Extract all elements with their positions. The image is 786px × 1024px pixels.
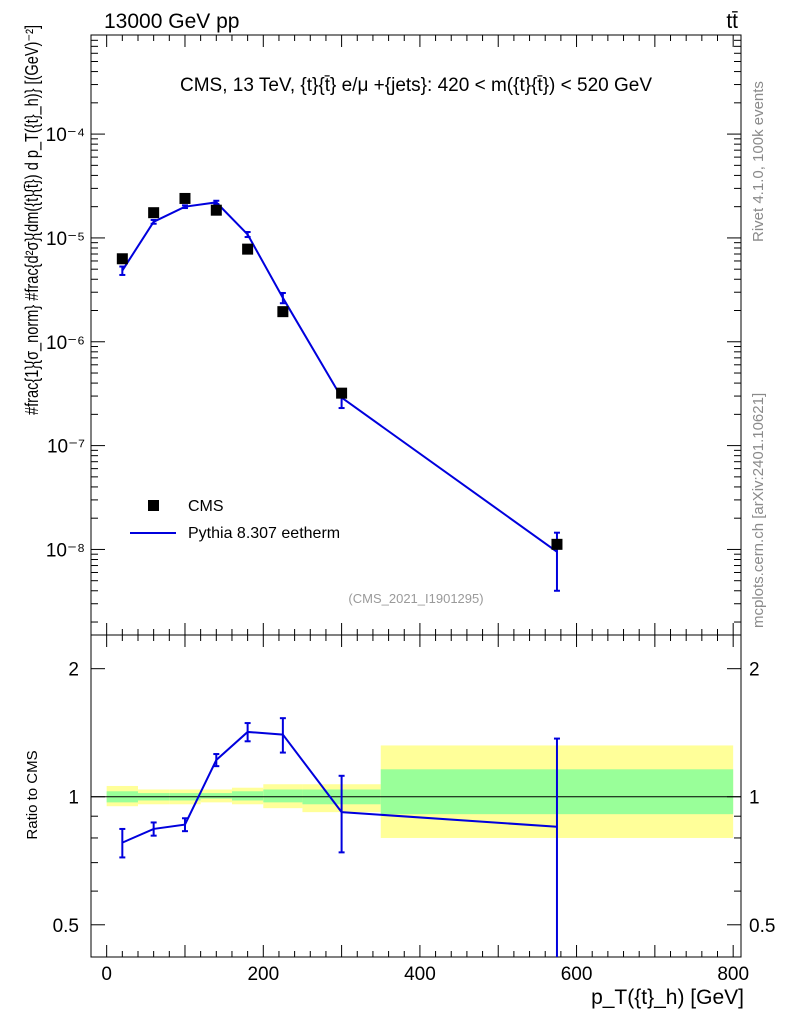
axis-ticks (91, 35, 741, 957)
cms-data-point (116, 253, 128, 265)
mcplots-label: mcplots.cern.ch [arXiv:2401.10621] (750, 393, 767, 628)
mc-line (121, 201, 558, 553)
y-tick-label: 10⁻⁵ (46, 229, 85, 250)
x-tick-label: 0 (101, 964, 112, 985)
ratio-series (119, 717, 560, 957)
ratio-y-tick-label-right: 0.5 (749, 916, 775, 937)
ratio-band-inner (263, 789, 303, 803)
ratio-y-axis-label: Ratio to CMS (24, 750, 41, 839)
x-tick-label: 200 (247, 964, 279, 985)
cms-data-point (336, 387, 348, 399)
cms-data-point (551, 538, 563, 550)
beam-label: 13000 GeV pp (104, 10, 239, 33)
y-tick-label: 10⁻⁴ (46, 125, 85, 146)
rivet-label: Rivet 4.1.0, 100k events (750, 81, 767, 242)
main-y-axis-label: #frac{1}{σ_norm} #frac{d²σ}{dm({t}{t̄}) … (22, 25, 43, 415)
tick-labels: 0 200 400 600 800 10⁻⁸ 10⁻⁷ 10⁻⁶ 10⁻⁵ 10⁻⁴ 0.5 0.5 1… (46, 125, 776, 985)
y-tick-label: 10⁻⁸ (46, 540, 85, 561)
ratio-y-tick-label: 2 (68, 660, 79, 681)
legend-cms-marker (148, 500, 159, 511)
cms-data-series (116, 192, 563, 550)
ratio-y-tick-label-right: 2 (749, 660, 760, 681)
legend: CMS Pythia 8.307 eetherm (130, 498, 340, 542)
ratio-panel-frame (90, 634, 742, 958)
legend-mc-label: Pythia 8.307 eetherm (188, 525, 340, 542)
x-tick-label: 600 (561, 964, 593, 985)
ratio-y-tick-label: 1 (68, 788, 79, 809)
y-tick-label: 10⁻⁶ (46, 333, 85, 354)
cms-data-point (277, 306, 289, 318)
analysis-label: (CMS_2021_I1901295) (348, 591, 483, 606)
cms-data-point (210, 204, 222, 216)
ratio-line (121, 730, 558, 844)
cms-data-point (179, 192, 191, 204)
process-label: tt̄ (726, 10, 738, 33)
ratio-y-tick-label-right: 1 (749, 788, 760, 809)
ratio-band-inner (200, 793, 232, 799)
legend-cms-label: CMS (188, 498, 224, 515)
ratio-y-tick-label: 0.5 (53, 916, 79, 937)
plot-title: CMS, 13 TeV, {t}{t̄} e/μ +{jets}: 420 < … (180, 75, 652, 96)
y-tick-label: 10⁻⁷ (47, 437, 85, 458)
x-axis-label: p_T({t}_h) [GeV] (591, 986, 744, 1009)
main-panel-frame (90, 34, 742, 636)
ratio-band-inner (231, 791, 264, 801)
x-tick-label: 800 (717, 964, 749, 985)
x-tick-label: 400 (404, 964, 436, 985)
cms-data-point (148, 207, 160, 219)
cms-data-point (242, 243, 254, 255)
